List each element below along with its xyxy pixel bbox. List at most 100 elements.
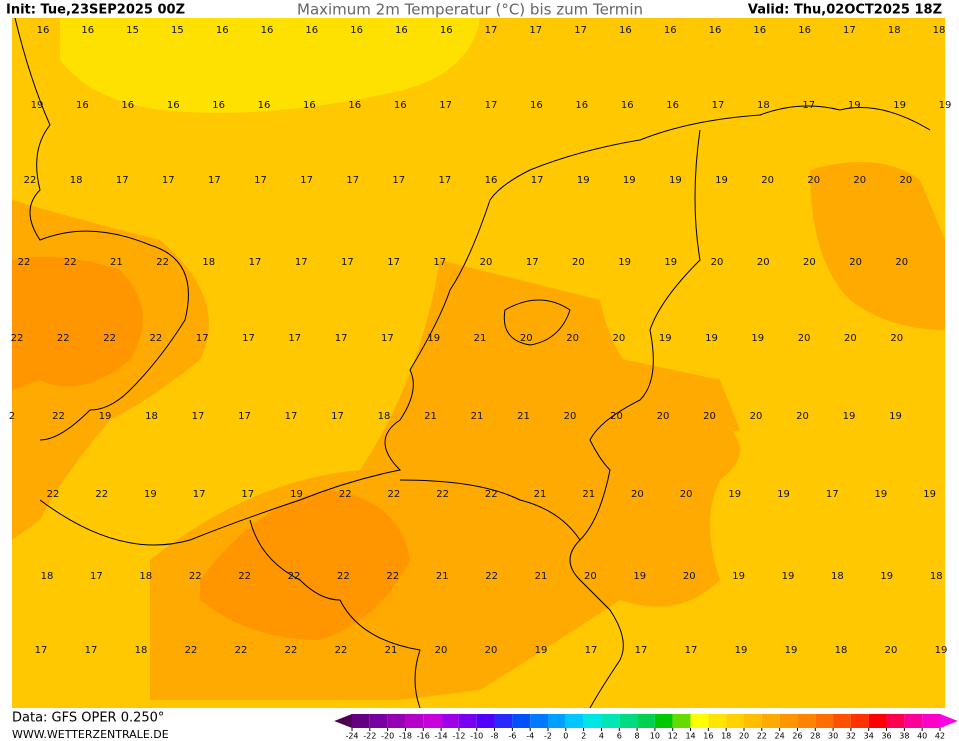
scale-tick-label: 10 [650, 732, 660, 741]
temperature-label: 22 [238, 571, 251, 582]
temperature-label: 19 [880, 571, 893, 582]
temperature-label: 19 [659, 333, 672, 344]
temperature-label: 19 [31, 100, 44, 111]
temperature-label: 16 [666, 100, 679, 111]
color-box [476, 714, 495, 728]
temperature-label: 17 [843, 25, 856, 36]
temperature-label: 21 [582, 489, 595, 500]
temperature-label: 20 [680, 489, 693, 500]
temperature-label: 19 [535, 645, 548, 656]
temperature-label: 17 [485, 25, 498, 36]
scale-tick-label: -6 [508, 732, 516, 741]
color-box [352, 714, 370, 728]
scale-tick-label: 26 [792, 732, 802, 741]
temperature-label: 20 [844, 333, 857, 344]
temperature-label: 19 [848, 100, 861, 111]
temperature-label: 18 [888, 25, 901, 36]
temperature-label: 20 [807, 175, 820, 186]
temperature-label: 17 [249, 257, 262, 268]
temperature-label: 17 [335, 333, 348, 344]
color-box [583, 714, 602, 728]
temperature-label: 18 [202, 257, 215, 268]
temperature-label: 17 [439, 100, 452, 111]
color-box [387, 714, 406, 728]
temperature-label: 21 [474, 333, 487, 344]
color-box [654, 714, 673, 728]
temperature-label: 20 [584, 571, 597, 582]
temperature-label: 16 [81, 25, 94, 36]
temperature-label: 20 [796, 411, 809, 422]
temperature-label: 16 [798, 25, 811, 36]
scale-tick-label: 34 [864, 732, 874, 741]
temperature-label: 16 [394, 100, 407, 111]
scale-tick-label: 36 [881, 732, 891, 741]
scale-tick-label: -10 [470, 732, 483, 741]
scale-tick-label: 4 [599, 732, 604, 741]
temperature-label: 16 [167, 100, 180, 111]
temperature-label: 21 [471, 411, 484, 422]
temperature-label: 22 [52, 411, 65, 422]
temperature-label: 17 [585, 645, 598, 656]
temperature-label: 19 [732, 571, 745, 582]
cool-area [60, 18, 480, 113]
temperature-label: 21 [535, 571, 548, 582]
temperature-label: 20 [885, 645, 898, 656]
temperature-label: 17 [826, 489, 839, 500]
temperature-label: 20 [849, 257, 862, 268]
color-box [601, 714, 620, 728]
temperature-label: 16 [258, 100, 271, 111]
scale-tick-label: 30 [828, 732, 838, 741]
temperature-label: 19 [875, 489, 888, 500]
scale-tick-label: -16 [417, 732, 430, 741]
temperature-label: 19 [705, 333, 718, 344]
temperature-label: 16 [664, 25, 677, 36]
scale-tick-label: 16 [703, 732, 713, 741]
scale-tick-label: -18 [399, 732, 412, 741]
temperature-label: 17 [635, 645, 648, 656]
scale-arrow [334, 714, 352, 728]
temperature-label: 22 [337, 571, 350, 582]
color-box [423, 714, 442, 728]
color-box [868, 714, 887, 728]
color-box [850, 714, 869, 728]
color-box [922, 714, 940, 728]
temperature-label: 22 [485, 489, 498, 500]
color-box [904, 714, 923, 728]
temperature-label: 22 [18, 257, 31, 268]
color-box [708, 714, 727, 728]
temperature-label: 22 [185, 645, 198, 656]
scale-tick-label: 2 [581, 732, 586, 741]
temperature-label: 17 [85, 645, 98, 656]
scale-tick-label: 12 [668, 732, 678, 741]
scale-tick-label: -8 [491, 732, 499, 741]
temperature-label: 17 [192, 411, 205, 422]
temperature-label: 20 [566, 333, 579, 344]
warm-area [810, 162, 945, 330]
temperature-label: 20 [610, 411, 623, 422]
scale-tick-label: 24 [775, 732, 785, 741]
temperature-label: 20 [520, 333, 533, 344]
coastline [39, 105, 931, 546]
temperature-label: 20 [613, 333, 626, 344]
temperature-label: 19 [785, 645, 798, 656]
temperature-label: 16 [575, 100, 588, 111]
color-box [815, 714, 834, 728]
website: WWW.WETTERZENTRALE.DE [12, 728, 169, 741]
temperature-label: 20 [798, 333, 811, 344]
lake-shore [503, 299, 571, 346]
temperature-label: 18 [933, 25, 946, 36]
color-box [833, 714, 851, 728]
color-box [797, 714, 816, 728]
temperature-label: 17 [295, 257, 308, 268]
temperature-label: 19 [751, 333, 764, 344]
temperature-label: 19 [577, 175, 590, 186]
temperature-label: 22 [24, 175, 37, 186]
temperature-label: 22 [95, 489, 108, 500]
temperature-label: 22 [335, 645, 348, 656]
temperature-label: 17 [35, 645, 48, 656]
temperature-label: 22 [189, 571, 202, 582]
temperature-label: 20 [572, 257, 585, 268]
color-box [458, 714, 477, 728]
temperature-label: 19 [664, 257, 677, 268]
data-source: Data: GFS OPER 0.250° [12, 711, 164, 726]
